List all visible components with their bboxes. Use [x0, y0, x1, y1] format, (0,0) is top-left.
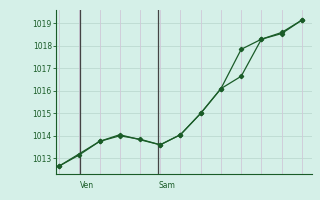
- Text: Ven: Ven: [80, 181, 94, 190]
- Text: Sam: Sam: [158, 181, 175, 190]
